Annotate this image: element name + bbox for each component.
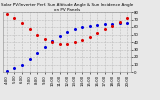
Title: Solar PV/Inverter Perf. Sun Altitude Angle & Sun Incidence Angle on PV Panels: Solar PV/Inverter Perf. Sun Altitude Ang…	[1, 3, 133, 12]
